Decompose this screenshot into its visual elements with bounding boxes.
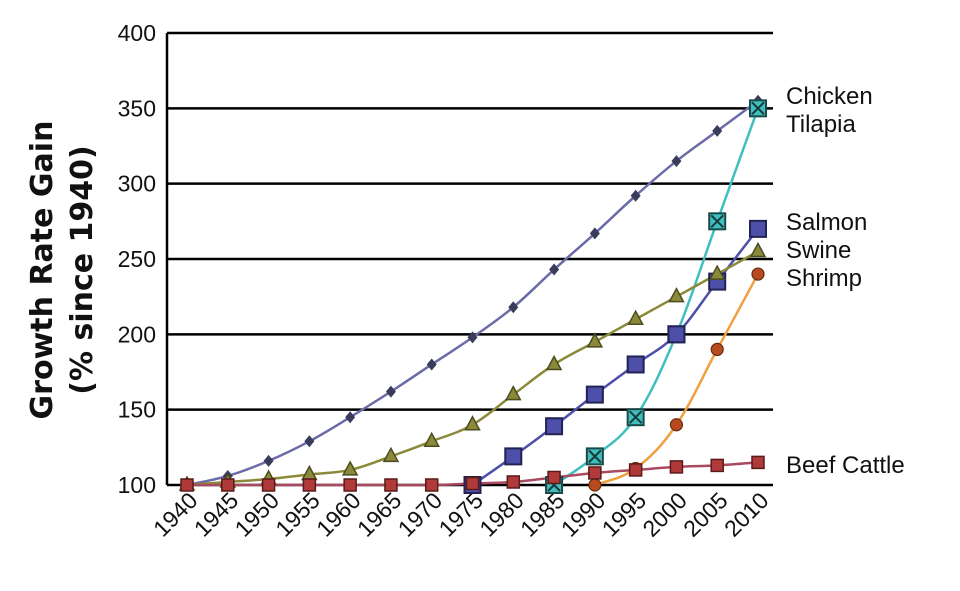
x-tick-label: 1970 — [393, 487, 448, 542]
beef-cattle-marker — [180, 478, 194, 492]
chicken-marker — [467, 331, 478, 344]
beef-cattle-marker — [221, 478, 235, 492]
shrimp-line — [594, 273, 760, 487]
beef-cattle-marker — [751, 455, 765, 470]
shrimp-marker — [710, 342, 724, 356]
x-tick-label: 1985 — [515, 487, 570, 542]
swine-marker — [749, 241, 767, 258]
series-markers — [178, 94, 767, 494]
y-axis-title-line1: Growth Rate Gain — [25, 121, 60, 420]
shrimp-marker — [751, 267, 765, 281]
beef-cattle-marker — [506, 475, 521, 489]
chicken-marker — [549, 263, 560, 276]
y-tick-label: 150 — [118, 397, 156, 423]
chicken-marker — [385, 385, 396, 398]
beef-cattle-marker — [588, 466, 602, 480]
chicken-marker — [630, 189, 641, 202]
x-tick-label: 2000 — [637, 487, 692, 542]
swine-marker — [586, 332, 604, 348]
beef-cattle-marker — [261, 478, 276, 492]
y-tick-label: 200 — [118, 321, 156, 347]
x-tick-label: 1975 — [433, 487, 488, 542]
x-tick-label: 1965 — [352, 487, 407, 542]
salmon-marker — [545, 417, 564, 436]
swine-marker — [382, 446, 400, 463]
tilapia-marker-cross — [628, 410, 643, 424]
x-tick-label: 1950 — [230, 487, 285, 542]
swine-marker — [505, 385, 522, 401]
beef-cattle-label: Beef Cattle — [786, 452, 905, 479]
shrimp-marker — [588, 478, 602, 492]
swine-marker — [464, 415, 481, 431]
gridlines — [165, 31, 773, 487]
swine-line — [186, 250, 759, 487]
y-tick-label: 350 — [118, 95, 156, 121]
salmon-marker — [626, 355, 645, 374]
chicken-marker — [304, 435, 315, 448]
x-tick-label: 1945 — [189, 487, 244, 542]
x-tick-label: 1940 — [148, 487, 203, 542]
tilapia-marker-cross — [751, 101, 765, 116]
y-axis-title-line2: (% since 1940) — [65, 145, 100, 395]
salmon-marker — [667, 325, 686, 344]
chicken-marker — [712, 124, 723, 137]
beef-cattle-marker — [628, 463, 643, 477]
chicken-marker — [671, 155, 682, 168]
swine-label: Swine — [786, 237, 851, 264]
chicken-marker — [345, 411, 356, 424]
salmon-label: Salmon — [786, 209, 867, 236]
tilapia-line — [553, 107, 760, 487]
beef-cattle-marker — [302, 478, 317, 492]
shrimp-marker — [669, 418, 684, 432]
x-tick-label: 1995 — [597, 487, 652, 542]
y-tick-label: 100 — [118, 472, 156, 498]
y-tick-label: 400 — [118, 20, 156, 46]
chicken-marker — [426, 358, 437, 371]
beef-cattle-marker — [343, 478, 357, 492]
x-tick-label: 1955 — [270, 487, 325, 542]
beef-cattle-marker — [669, 460, 684, 474]
salmon-marker — [585, 385, 604, 404]
x-tick-label: 1990 — [556, 487, 611, 542]
x-tick-labels: 1940194519501955196019651970197519801985… — [148, 487, 774, 542]
beef-cattle-marker — [465, 476, 480, 491]
chicken-marker — [508, 301, 519, 314]
beef-cattle-marker — [384, 478, 398, 492]
y-tick-labels: 100 150 200 250 300 350 400 — [118, 20, 156, 498]
beef-cattle-marker — [424, 478, 439, 492]
salmon-marker — [749, 219, 767, 238]
swine-marker — [627, 309, 644, 326]
y-tick-label: 250 — [118, 246, 156, 272]
swine-marker — [423, 431, 440, 448]
tilapia-marker-cross — [710, 214, 724, 229]
swine-marker — [708, 264, 726, 280]
tilapia-marker-cross — [588, 449, 602, 464]
chicken-marker — [263, 454, 274, 467]
tilapia-label: Tilapia — [786, 111, 856, 138]
chicken-marker — [589, 227, 600, 240]
x-tick-label: 2010 — [719, 487, 774, 542]
shrimp-label: Shrimp — [786, 265, 862, 292]
swine-marker — [545, 354, 563, 371]
x-tick-label: 1980 — [474, 487, 529, 542]
beef-cattle-marker — [710, 458, 724, 473]
salmon-marker — [504, 447, 523, 466]
x-tick-label: 1960 — [311, 487, 366, 542]
swine-marker — [668, 287, 685, 303]
beef-cattle-marker — [547, 470, 561, 485]
chicken-label: Chicken — [786, 83, 873, 110]
swine-marker — [341, 460, 359, 476]
x-tick-label: 2005 — [678, 487, 733, 542]
salmon-line — [471, 228, 759, 487]
y-tick-label: 300 — [118, 171, 156, 197]
